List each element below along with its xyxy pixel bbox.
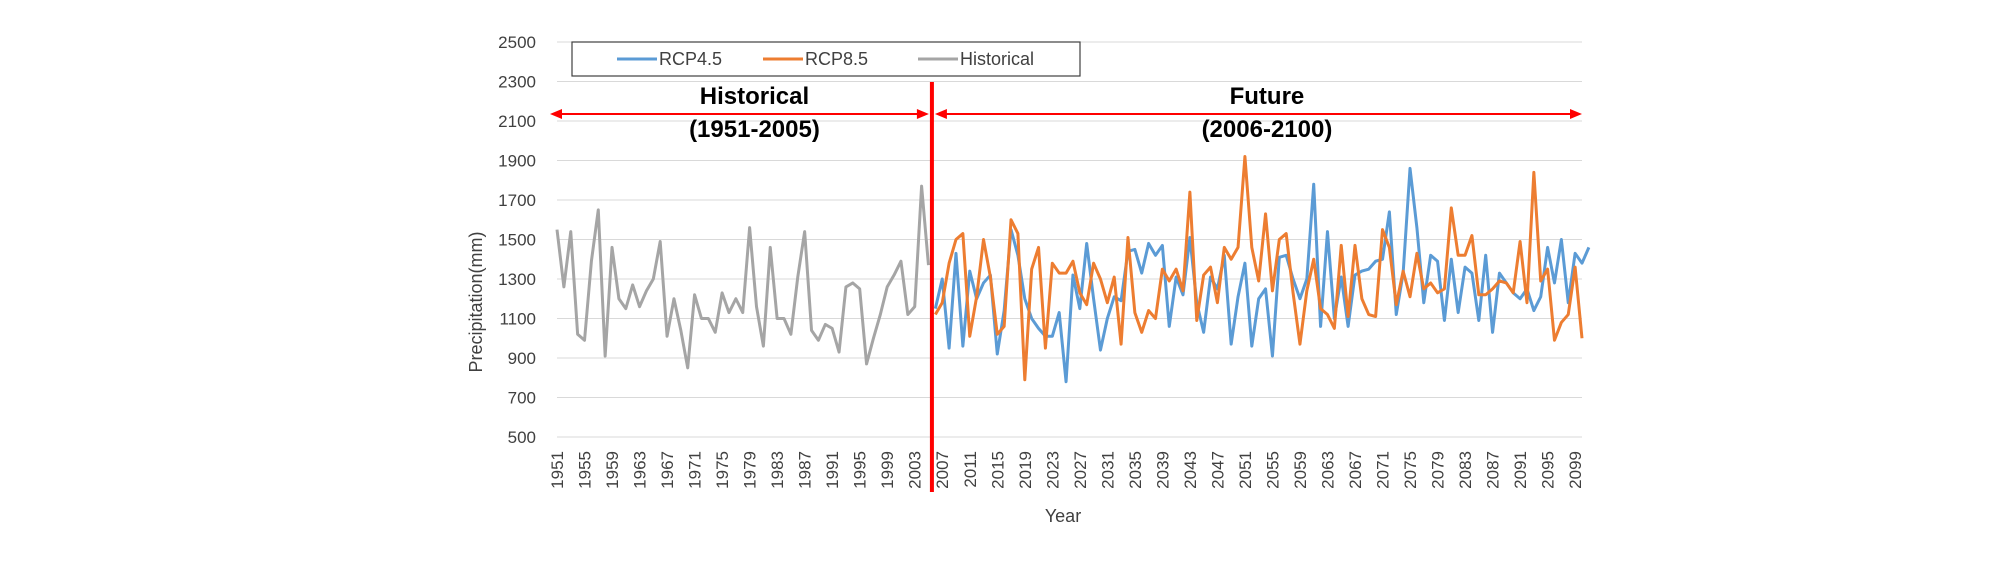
- x-tick-label: 2067: [1346, 451, 1365, 489]
- historical-arrowhead-right: [916, 109, 929, 119]
- y-tick-label: 2100: [498, 112, 536, 131]
- legend-label-historical: Historical: [960, 49, 1034, 69]
- x-tick-label: 1983: [768, 451, 787, 489]
- x-tick-label: 1951: [548, 451, 567, 489]
- x-tick-label: 2083: [1456, 451, 1475, 489]
- x-tick-label: 2079: [1429, 451, 1448, 489]
- historical-period-title: Historical: [700, 83, 809, 110]
- x-tick-label: 1959: [603, 451, 622, 489]
- x-tick-label: 1979: [741, 451, 760, 489]
- x-tick-label: 1963: [631, 451, 650, 489]
- future-arrowhead-right: [1570, 109, 1582, 119]
- historical-arrowhead-left: [550, 109, 562, 119]
- historical-period-arrow: [550, 109, 929, 119]
- x-tick-label: 2003: [906, 451, 925, 489]
- y-tick-label: 2300: [498, 73, 536, 92]
- x-tick-label: 2051: [1236, 451, 1255, 489]
- future-period-arrow: [934, 109, 1582, 119]
- x-tick-label: 2027: [1071, 451, 1090, 489]
- x-tick-label: 2047: [1208, 451, 1227, 489]
- x-tick-label: 2095: [1539, 451, 1558, 489]
- y-tick-label: 1500: [498, 231, 536, 250]
- series-line-historical: [555, 184, 930, 370]
- x-tick-label: 1971: [686, 451, 705, 489]
- x-tick-label: 2063: [1318, 451, 1337, 489]
- x-tick-label: 2059: [1291, 451, 1310, 489]
- x-tick-label: 2087: [1484, 451, 1503, 489]
- x-tick-label: 2071: [1374, 451, 1393, 489]
- x-tick-label: 2015: [988, 451, 1007, 489]
- x-tick-label: 2031: [1098, 451, 1117, 489]
- legend: RCP4.5 RCP8.5 Historical: [571, 41, 1081, 77]
- series-lines: [555, 155, 1591, 384]
- y-axis-ticks: 500 700 900 1100 1300 1500 1700 1900 2100 2300 250…: [498, 33, 536, 447]
- y-tick-label: 500: [508, 428, 536, 447]
- x-tick-label: 2007: [933, 451, 952, 489]
- x-tick-label: 2091: [1511, 451, 1530, 489]
- x-tick-label: 2023: [1043, 451, 1062, 489]
- x-tick-label: 1967: [658, 451, 677, 489]
- x-tick-label: 1995: [851, 451, 870, 489]
- future-period-range: (2006-2100): [1202, 116, 1333, 143]
- series-line-rcp85: [934, 155, 1584, 382]
- x-tick-label: 2019: [1016, 451, 1035, 489]
- x-axis-title: Year: [1045, 506, 1081, 526]
- y-tick-label: 1700: [498, 191, 536, 210]
- x-tick-label: 2011: [961, 451, 980, 488]
- y-tick-label: 1300: [498, 270, 536, 289]
- x-tick-label: 2043: [1181, 451, 1200, 489]
- future-arrowhead-left: [934, 109, 947, 119]
- y-axis-title: Precipitation(mm): [466, 231, 486, 372]
- historical-period-range: (1951-2005): [689, 116, 820, 143]
- x-tick-label: 1991: [823, 451, 842, 489]
- x-tick-label: 2055: [1263, 451, 1282, 489]
- legend-label-rcp85: RCP8.5: [805, 49, 868, 69]
- x-tick-label: 1975: [713, 451, 732, 489]
- x-tick-label: 2039: [1153, 451, 1172, 489]
- y-tick-label: 2500: [498, 33, 536, 52]
- y-tick-label: 1900: [498, 152, 536, 171]
- x-tick-label: 2075: [1401, 451, 1420, 489]
- x-tick-label: 1987: [796, 451, 815, 489]
- x-tick-label: 2099: [1566, 451, 1585, 489]
- x-tick-label: 1999: [878, 451, 897, 489]
- y-tick-label: 900: [508, 349, 536, 368]
- x-tick-label: 1955: [576, 451, 595, 489]
- x-axis-ticks: 1951 1955 1959 1963 1967 1971 1975 1979 1983 1987…: [548, 451, 1585, 489]
- y-tick-label: 700: [508, 389, 536, 408]
- future-period-title: Future: [1230, 83, 1305, 110]
- y-tick-label: 1100: [499, 310, 536, 329]
- x-tick-label: 2035: [1126, 451, 1145, 489]
- legend-label-rcp45: RCP4.5: [659, 49, 722, 69]
